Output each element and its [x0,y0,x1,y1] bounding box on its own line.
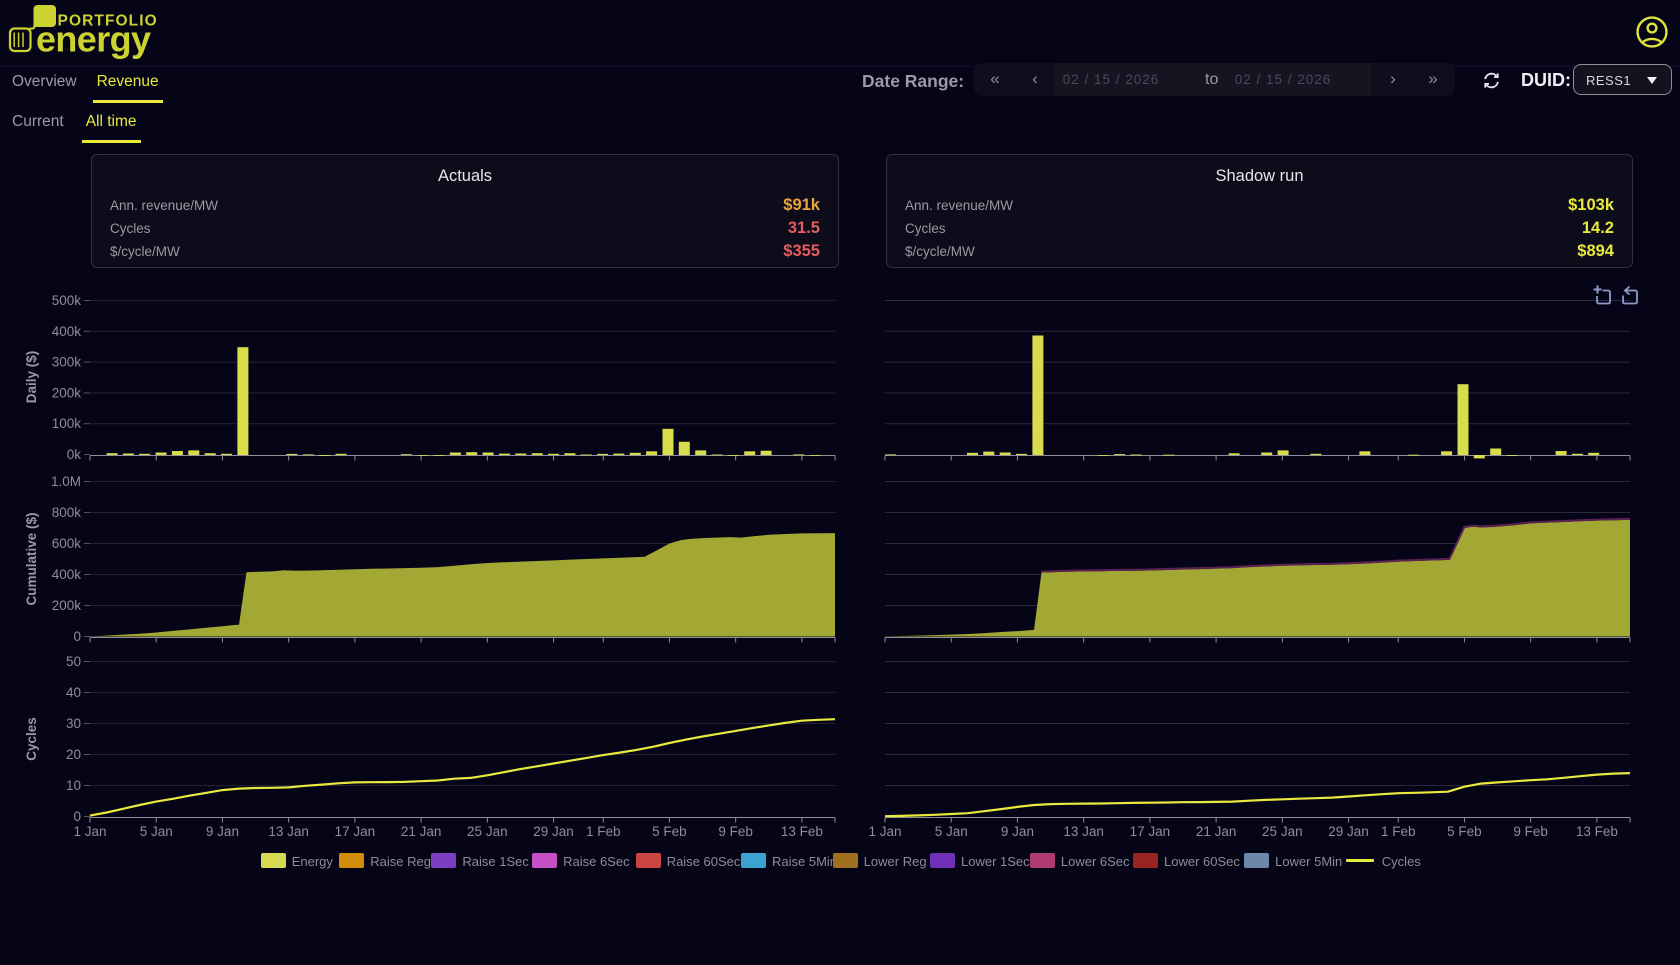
svg-text:800k: 800k [52,505,82,520]
svg-text:100k: 100k [52,416,82,431]
svg-text:25 Jan: 25 Jan [467,824,508,839]
svg-text:Cycles: Cycles [24,717,39,761]
svg-text:13 Jan: 13 Jan [1063,824,1104,839]
svg-text:200k: 200k [52,598,82,613]
svg-text:13 Feb: 13 Feb [1576,824,1618,839]
svg-text:600k: 600k [52,536,82,551]
svg-text:20: 20 [66,747,81,762]
svg-text:1 Feb: 1 Feb [586,824,621,839]
svg-text:17 Jan: 17 Jan [335,824,376,839]
svg-text:500k: 500k [52,293,82,308]
svg-text:21 Jan: 21 Jan [1196,824,1237,839]
svg-text:29 Jan: 29 Jan [533,824,574,839]
svg-text:5 Feb: 5 Feb [652,824,687,839]
svg-text:25 Jan: 25 Jan [1262,824,1303,839]
svg-text:10: 10 [66,778,81,793]
svg-text:9 Feb: 9 Feb [718,824,753,839]
svg-text:0: 0 [73,809,81,824]
svg-text:1.0M: 1.0M [51,474,81,489]
svg-text:30: 30 [66,716,81,731]
svg-text:9 Jan: 9 Jan [1001,824,1034,839]
svg-text:Cumulative ($): Cumulative ($) [24,512,39,605]
svg-text:40: 40 [66,685,81,700]
svg-text:1 Feb: 1 Feb [1381,824,1416,839]
svg-text:9 Jan: 9 Jan [206,824,239,839]
svg-text:300k: 300k [52,355,82,370]
svg-text:1 Jan: 1 Jan [73,824,106,839]
svg-text:9 Feb: 9 Feb [1513,824,1548,839]
svg-text:PORTFOLIO: PORTFOLIO [58,13,158,30]
svg-text:21 Jan: 21 Jan [401,824,442,839]
svg-text:13 Jan: 13 Jan [268,824,309,839]
svg-text:Daily ($): Daily ($) [24,351,39,404]
svg-text:13 Feb: 13 Feb [781,824,823,839]
svg-text:0k: 0k [67,447,82,462]
svg-text:5 Jan: 5 Jan [935,824,968,839]
svg-text:17 Jan: 17 Jan [1130,824,1171,839]
svg-text:0: 0 [73,629,81,644]
svg-text:400k: 400k [52,324,82,339]
svg-text:1 Jan: 1 Jan [868,824,901,839]
svg-text:400k: 400k [52,567,82,582]
svg-text:energy: energy [36,19,151,60]
svg-text:50: 50 [66,654,81,669]
svg-text:5 Feb: 5 Feb [1447,824,1482,839]
svg-text:5 Jan: 5 Jan [140,824,173,839]
svg-text:29 Jan: 29 Jan [1328,824,1369,839]
svg-text:200k: 200k [52,385,82,400]
